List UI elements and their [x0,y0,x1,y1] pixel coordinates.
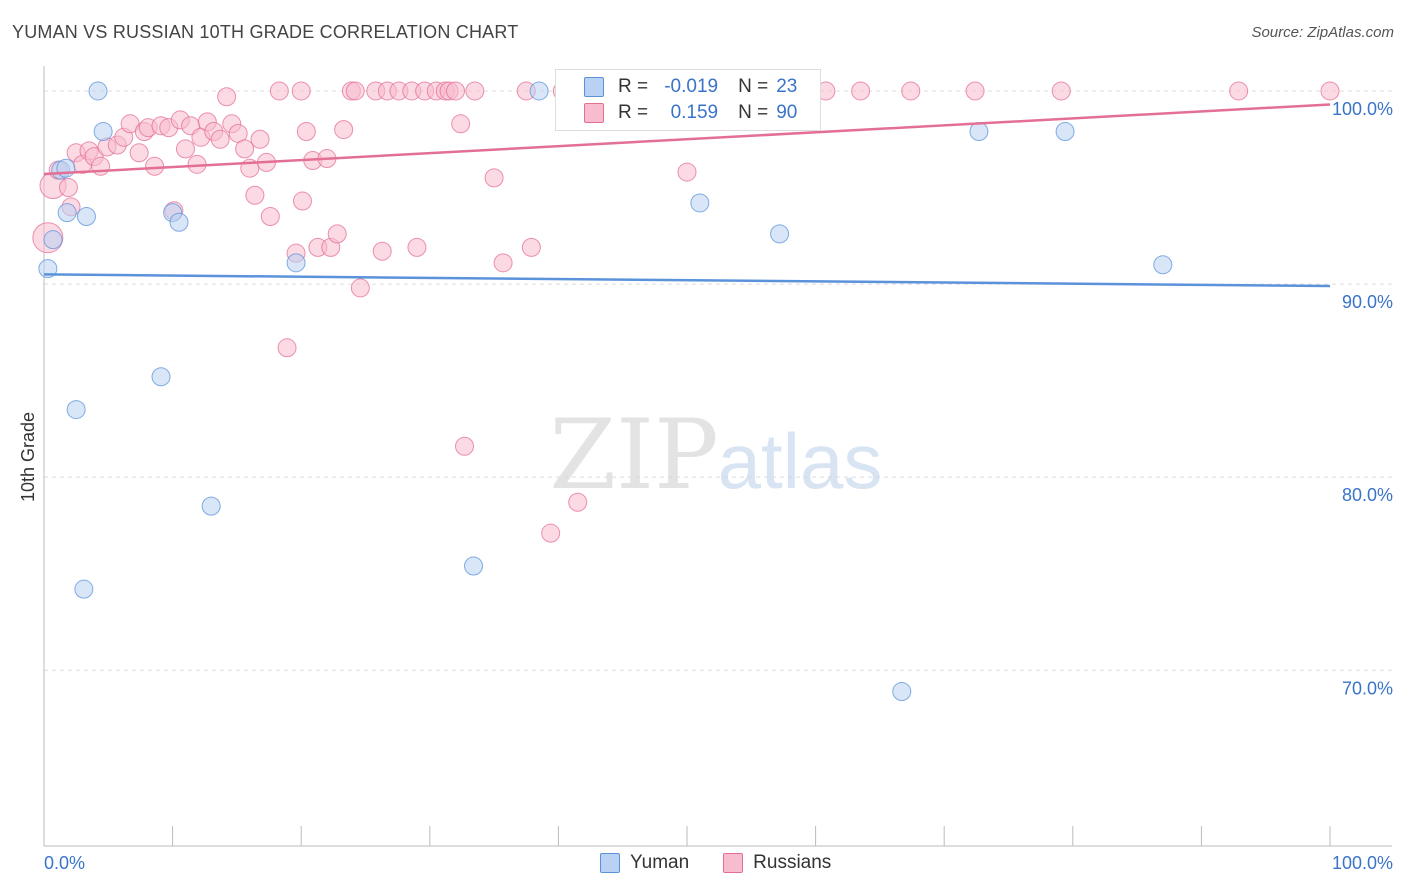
russians-r-value: 0.159 [670,102,719,123]
russians-point [350,278,370,298]
n-label: N = [738,102,769,123]
russians-point [677,162,697,182]
yuman-point [151,367,171,387]
yuman-point [201,496,221,516]
russians-point [465,81,485,101]
yuman-legend-swatch [600,853,620,873]
yuman-point [66,400,86,420]
yuman-r-value: -0.019 [664,76,719,97]
y-tick-label: 90.0% [1342,292,1393,312]
russians-point [269,81,289,101]
yuman-point [93,122,113,142]
yuman-point [38,259,58,279]
russians-trend-line [43,103,1331,176]
russians-point [446,81,466,101]
yuman-point [56,158,76,178]
russians-point [965,81,985,101]
russians-point [568,492,588,512]
y-axis-label: 10th Grade [18,412,38,502]
russians-point [521,237,541,257]
russians-point [235,139,255,159]
russians-point [260,206,280,226]
y-tick-label: 100.0% [1332,99,1393,119]
stats-row-yuman: R = -0.019 N = 23 [556,74,797,100]
yuman-point [529,81,549,101]
russians-point [541,523,561,543]
r-label: R = [618,102,649,123]
yuman-point [57,203,77,223]
russians-point [345,81,365,101]
russians-point [210,129,230,149]
series-legend: Yuman Russians [600,852,831,874]
russians-point [245,185,265,205]
yuman-point [1153,255,1173,275]
yuman-point [88,81,108,101]
russians-point [217,87,237,107]
legend-item-russians[interactable]: Russians [723,852,831,874]
gridlines [44,90,1392,671]
russians-point [407,237,427,257]
russians-legend-swatch [723,853,744,873]
chart-title: YUMAN VS RUSSIAN 10TH GRADE CORRELATION … [12,22,519,42]
russians-point [1051,81,1071,101]
russians-point [91,156,111,176]
watermark-zip: ZIP [549,399,718,511]
source-label: Source: ZipAtlas.com [1251,24,1394,41]
russians-point [129,143,149,163]
russians-point [296,122,316,142]
x-tick-label-min: 0.0% [44,853,85,873]
russians-point [851,81,871,101]
n-label: N = [738,76,769,97]
russians-point [901,81,921,101]
yuman-swatch [584,77,604,97]
yuman-point [770,224,790,244]
russians-point [145,156,165,176]
russians-point [455,436,475,456]
russians-point [1229,81,1249,101]
russians-point [1320,81,1340,101]
axes [43,66,1392,847]
yuman-legend-label: Yuman [630,852,690,873]
watermark-atlas: atlas [718,417,883,505]
russians-point [484,168,504,188]
tick-labels: 70.0% 80.0% 90.0% 100.0% 0.0% 100.0% [44,99,1393,873]
russians-point [372,241,392,261]
russians-point [291,81,311,101]
yuman-trend-line [43,273,1331,288]
stats-row-russians: R = 0.159 N = 90 [556,100,797,126]
yuman-point [969,122,989,142]
russians-point [175,139,195,159]
russians-point [250,129,270,149]
yuman-point [76,206,96,226]
x-tick-label-max: 100.0% [1332,853,1393,873]
r-label: R = [618,76,649,97]
yuman-point [1055,122,1075,142]
yuman-point [690,193,710,213]
yuman-point [169,212,189,232]
y-tick-label: 80.0% [1342,485,1393,505]
stats-legend: R = -0.019 N = 23 R = 0.159 N = 90 [555,69,821,131]
yuman-point [74,579,94,599]
yuman-point [43,230,63,250]
yuman-point [286,253,306,273]
legend-item-yuman[interactable]: Yuman [600,852,689,874]
russians-n-value: 90 [776,102,798,123]
russians-swatch [584,103,604,123]
russians-point [58,178,78,198]
russians-legend-label: Russians [753,852,832,873]
yuman-points [38,81,1173,702]
trend-lines [43,103,1331,288]
russians-point [334,120,354,140]
russians-point [451,114,471,134]
russians-point [493,253,513,273]
russians-point [277,338,297,358]
y-tick-label: 70.0% [1342,678,1393,698]
yuman-n-value: 23 [776,76,798,97]
russians-point [292,191,312,211]
yuman-point [892,682,912,702]
russians-point [327,224,347,244]
yuman-point [464,556,484,576]
